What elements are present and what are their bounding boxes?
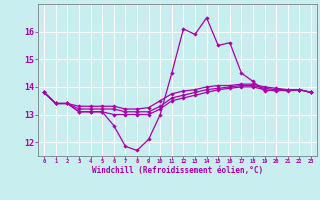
X-axis label: Windchill (Refroidissement éolien,°C): Windchill (Refroidissement éolien,°C): [92, 166, 263, 175]
